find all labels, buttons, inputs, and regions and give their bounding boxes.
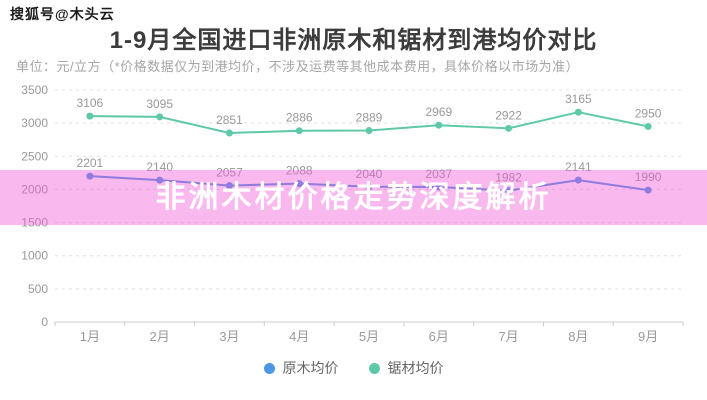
x-axis-label-2: 2月: [150, 329, 170, 344]
x-axis-label-1: 1月: [80, 329, 100, 344]
chart-subtitle: 单位：元/立方（*价格数据仅为到港均价，不涉及运费等其他成本费用，具体价格以市场…: [16, 59, 580, 74]
data-label-log-1: 2201: [77, 156, 104, 170]
data-point-sawn-8[interactable]: [574, 108, 582, 116]
promo-banner: 非洲木材价格走势深度解析: [0, 170, 707, 225]
data-point-sawn-1[interactable]: [86, 112, 94, 120]
page-title: 1-9月全国进口非洲原木和锯材到港均价对比: [109, 27, 598, 54]
data-point-sawn-5[interactable]: [365, 127, 373, 135]
data-point-log-6[interactable]: [435, 183, 443, 191]
legend-item-sawn[interactable]: 锯材均价: [368, 358, 444, 378]
data-point-log-7[interactable]: [505, 187, 513, 195]
legend-label-sawn: 锯材均价: [387, 360, 444, 376]
x-axis-label-8: 8月: [568, 329, 588, 344]
y-axis-tick-2000: 2000: [21, 182, 48, 196]
data-label-sawn-6: 2969: [425, 105, 452, 119]
data-point-log-3[interactable]: [225, 182, 233, 190]
y-axis-tick-1000: 1000: [21, 249, 48, 263]
data-point-log-9[interactable]: [644, 186, 652, 194]
data-label-log-8: 2141: [565, 160, 592, 174]
data-point-log-4[interactable]: [295, 180, 303, 188]
promo-banner-text: 非洲木材价格走势深度解析: [155, 181, 552, 214]
x-axis-label-9: 9月: [638, 329, 658, 344]
data-point-sawn-3[interactable]: [225, 129, 233, 137]
legend-item-log[interactable]: 原木均价: [263, 358, 339, 378]
data-label-sawn-3: 2851: [216, 113, 243, 127]
legend-dot-sawn: [368, 362, 380, 374]
x-axis-label-3: 3月: [219, 329, 239, 344]
data-label-sawn-2: 3095: [146, 97, 173, 111]
data-label-log-9: 1990: [635, 170, 662, 184]
chart-legend: 原木均价 锯材均价: [0, 356, 707, 380]
data-label-sawn-8: 3165: [565, 92, 592, 106]
y-axis-tick-2500: 2500: [21, 149, 48, 163]
x-axis-label-5: 5月: [359, 329, 379, 344]
data-point-sawn-4[interactable]: [295, 127, 303, 135]
y-axis-tick-0: 0: [41, 315, 48, 329]
data-point-sawn-7[interactable]: [505, 124, 513, 132]
y-axis-tick-500: 500: [28, 282, 48, 296]
y-axis-tick-1500: 1500: [21, 216, 48, 230]
data-label-sawn-1: 3106: [77, 96, 104, 110]
data-label-sawn-7: 2922: [495, 108, 522, 122]
x-axis-label-6: 6月: [429, 329, 449, 344]
legend-dot-log: [263, 362, 275, 374]
data-label-log-6: 2037: [425, 167, 452, 181]
data-point-log-8[interactable]: [574, 176, 582, 184]
data-point-sawn-2[interactable]: [156, 113, 164, 121]
y-axis-tick-3500: 3500: [21, 83, 48, 97]
data-label-sawn-9: 2950: [635, 106, 662, 120]
sohu-watermark: 搜狐号@木头云: [10, 6, 115, 22]
data-label-log-4: 2088: [286, 164, 313, 178]
data-label-log-2: 2140: [146, 160, 173, 174]
data-label-sawn-4: 2886: [286, 111, 313, 125]
data-point-sawn-9[interactable]: [644, 122, 652, 130]
data-point-sawn-6[interactable]: [435, 121, 443, 129]
data-label-sawn-5: 2889: [356, 111, 383, 125]
data-label-log-5: 2040: [356, 167, 383, 181]
x-axis-label-4: 4月: [289, 329, 309, 344]
data-point-log-5[interactable]: [365, 183, 373, 191]
legend-label-log: 原木均价: [282, 360, 339, 376]
data-label-log-7: 1982: [495, 171, 522, 185]
data-label-log-3: 2057: [216, 166, 243, 180]
x-axis-label-7: 7月: [498, 329, 518, 344]
data-point-log-1[interactable]: [86, 172, 94, 180]
data-point-log-2[interactable]: [156, 176, 164, 184]
y-axis-tick-3000: 3000: [21, 116, 48, 130]
